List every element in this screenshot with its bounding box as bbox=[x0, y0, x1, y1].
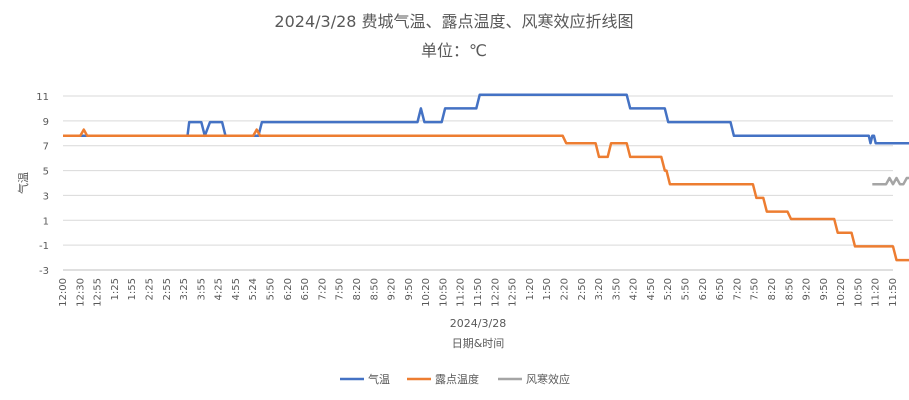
x-tick-label: 6:50 bbox=[715, 278, 726, 300]
x-tick-label: 1:50 bbox=[542, 278, 553, 300]
legend-label: 露点温度 bbox=[435, 372, 479, 386]
x-tick-label: 8:20 bbox=[352, 278, 363, 300]
y-tick-label: 3 bbox=[43, 191, 49, 202]
y-tick-label: -3 bbox=[39, 266, 49, 277]
x-axis-date-label: 2024/3/28 bbox=[450, 317, 506, 330]
x-tick-label: 10:50 bbox=[853, 278, 864, 307]
y-tick-label: -1 bbox=[39, 241, 49, 252]
x-tick-label: 4:55 bbox=[231, 278, 242, 300]
y-tick-label: 11 bbox=[36, 92, 49, 103]
x-tick-label: 5:50 bbox=[681, 278, 692, 300]
x-tick-label: 11:50 bbox=[888, 278, 899, 307]
chart-title: 2024/3/28 费城气温、露点温度、风寒效应折线图 bbox=[274, 12, 633, 31]
x-tick-label: 6:20 bbox=[283, 278, 294, 300]
x-tick-label: 12:20 bbox=[490, 278, 501, 307]
x-tick-label: 7:20 bbox=[317, 278, 328, 300]
x-tick-label: 11:50 bbox=[473, 278, 484, 307]
y-tick-label: 7 bbox=[43, 142, 49, 153]
x-tick-label: 10:20 bbox=[421, 278, 432, 307]
x-tick-label: 2:55 bbox=[162, 278, 173, 300]
series-line-2 bbox=[63, 128, 909, 262]
x-tick-label: 10:50 bbox=[438, 278, 449, 307]
x-tick-label: 1:25 bbox=[110, 278, 121, 300]
x-tick-label: 8:50 bbox=[369, 278, 380, 300]
x-tick-label: 10:20 bbox=[836, 278, 847, 307]
y-axis-label: 气温 bbox=[16, 172, 30, 194]
x-tick-label: 1:20 bbox=[525, 278, 536, 300]
x-tick-label: 8:20 bbox=[767, 278, 778, 300]
x-tick-label: 1:55 bbox=[127, 278, 138, 300]
x-tick-label: 7:20 bbox=[732, 278, 743, 300]
x-tick-label: 3:55 bbox=[196, 278, 207, 300]
legend-label: 风寒效应 bbox=[526, 372, 570, 386]
y-tick-label: 5 bbox=[43, 167, 49, 178]
x-tick-label: 6:50 bbox=[300, 278, 311, 300]
x-tick-label: 3:25 bbox=[179, 278, 190, 300]
y-tick-label: 9 bbox=[43, 117, 49, 128]
x-tick-label: 5:50 bbox=[266, 278, 277, 300]
x-tick-label: 4:25 bbox=[214, 278, 225, 300]
x-tick-label: 4:20 bbox=[629, 278, 640, 300]
x-tick-label: 9:20 bbox=[387, 278, 398, 300]
x-tick-label: 12:00 bbox=[58, 278, 69, 307]
x-tick-label: 3:50 bbox=[611, 278, 622, 300]
x-tick-label: 12:30 bbox=[75, 278, 86, 307]
x-tick-label: 2:25 bbox=[144, 278, 155, 300]
x-tick-label: 5:20 bbox=[663, 278, 674, 300]
x-tick-label: 9:20 bbox=[802, 278, 813, 300]
x-tick-label: 8:50 bbox=[784, 278, 795, 300]
x-tick-label: 7:50 bbox=[335, 278, 346, 300]
series-line-1 bbox=[63, 93, 909, 145]
x-tick-label: 2:20 bbox=[559, 278, 570, 300]
x-tick-label: 2:50 bbox=[577, 278, 588, 300]
x-tick-label: 12:55 bbox=[93, 278, 104, 307]
x-tick-label: 12:50 bbox=[508, 278, 519, 307]
legend-label: 气温 bbox=[368, 372, 390, 386]
series-line-3 bbox=[872, 176, 909, 186]
x-axis-label: 日期&时间 bbox=[452, 337, 505, 350]
x-tick-label: 6:20 bbox=[698, 278, 709, 300]
y-tick-label: 1 bbox=[43, 216, 49, 227]
chart-subtitle: 单位：℃ bbox=[421, 41, 487, 60]
x-tick-label: 5:24 bbox=[248, 278, 259, 300]
x-tick-label: 11:20 bbox=[456, 278, 467, 307]
x-tick-label: 9:50 bbox=[404, 278, 415, 300]
x-tick-label: 11:20 bbox=[871, 278, 882, 307]
x-tick-label: 4:50 bbox=[646, 278, 657, 300]
x-tick-label: 3:20 bbox=[594, 278, 605, 300]
x-tick-label: 7:50 bbox=[750, 278, 761, 300]
x-tick-label: 9:50 bbox=[819, 278, 830, 300]
